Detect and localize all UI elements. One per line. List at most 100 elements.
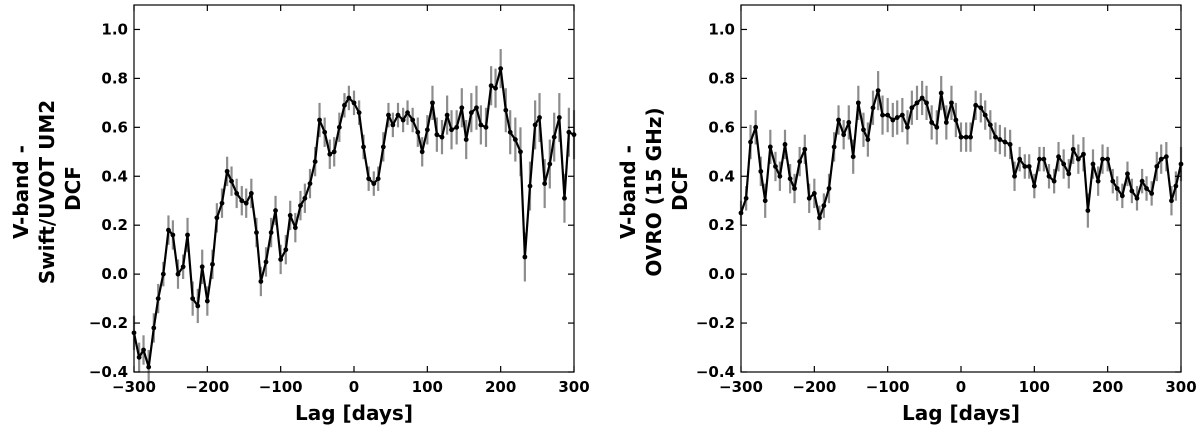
right-data-point	[773, 164, 778, 169]
right-data-point	[1056, 154, 1061, 160]
right-data-point	[1173, 183, 1179, 189]
left-y-axis-label-line-2: Swift/UVOT UM2	[35, 100, 59, 284]
left-data-point	[468, 110, 474, 116]
left-data-point	[195, 303, 201, 309]
right-data-point	[1041, 156, 1047, 162]
right-data-point	[758, 168, 764, 174]
left-axis-ticks	[133, 5, 575, 373]
right-y-tick-label: 0.4	[708, 167, 735, 185]
left-data-point	[214, 215, 220, 221]
left-data-point	[463, 137, 469, 142]
left-x-axis-label: Lag [days]	[295, 401, 413, 425]
left-y-tick-labels: −0.4 −0.2 0.0 0.2 0.4 0.6 0.8 1.0	[89, 20, 128, 381]
left-data-point	[180, 264, 186, 270]
left-data-point	[243, 200, 249, 206]
left-data-point	[474, 105, 479, 111]
left-data-point	[248, 190, 254, 196]
right-dcf-panel: −300 −200 −100 0 100 200 300 −0.4 −0.2 0.0 0.2 0.4…	[616, 4, 1197, 425]
left-data-point	[380, 144, 386, 150]
left-data-point	[327, 151, 333, 157]
left-x-tick-label: 100	[412, 378, 443, 396]
right-data-point	[1134, 195, 1140, 201]
left-data-point	[336, 124, 342, 130]
right-data-point	[958, 134, 964, 140]
left-data-point	[190, 296, 196, 301]
left-data-point	[278, 257, 284, 262]
right-data-point	[1061, 161, 1067, 167]
left-x-tick-label: 200	[485, 378, 516, 396]
right-data-point	[1081, 151, 1086, 157]
left-data-point	[375, 176, 381, 182]
right-data-point	[802, 146, 808, 152]
left-data-point	[512, 137, 518, 142]
left-data-point	[415, 129, 421, 135]
right-data-point	[806, 195, 812, 201]
left-data-point	[175, 271, 181, 277]
right-data-point	[753, 124, 759, 130]
right-data-point	[968, 134, 973, 140]
right-data-point	[1144, 186, 1149, 191]
left-data-point	[136, 354, 142, 360]
right-y-axis-label-line-1: V-band -	[616, 145, 640, 239]
right-data-point	[1007, 142, 1013, 147]
right-data-point	[767, 144, 773, 150]
right-data-point	[1051, 178, 1057, 184]
right-data-point	[885, 112, 891, 118]
right-data-point	[865, 137, 871, 142]
left-y-axis-label: V-band - Swift/UVOT UM2 DCF	[9, 93, 85, 284]
left-data-point	[430, 100, 435, 106]
right-data-point	[1154, 164, 1160, 169]
left-data-point	[400, 117, 406, 123]
left-data-point	[307, 181, 313, 187]
left-data-point	[287, 213, 293, 218]
left-data-point	[224, 168, 230, 174]
left-data-point	[258, 279, 264, 284]
right-data-point	[861, 127, 866, 133]
right-x-tick-label: 0	[956, 378, 966, 396]
right-data-point	[875, 88, 881, 94]
left-plot-frame	[133, 4, 575, 373]
right-data-point	[914, 100, 920, 106]
right-data-point	[982, 112, 988, 118]
left-data-point	[366, 176, 372, 182]
right-data-point	[1085, 208, 1091, 213]
right-y-tick-label: −0.4	[696, 363, 735, 381]
left-data-point	[151, 325, 157, 331]
left-data-point	[395, 112, 401, 118]
right-data-point	[1012, 173, 1017, 179]
left-y-axis-label-line-1: V-band -	[9, 145, 33, 239]
left-data-point	[498, 66, 504, 72]
left-data-point	[434, 132, 440, 138]
right-data-point	[841, 132, 847, 138]
right-data-point	[953, 117, 959, 123]
right-data-point	[826, 186, 832, 191]
left-data-point	[204, 298, 210, 304]
right-data-point	[1031, 183, 1037, 189]
right-y-tick-label: −0.2	[696, 314, 735, 332]
left-data-point	[493, 85, 498, 91]
right-data-point	[850, 154, 856, 160]
right-y-tick-labels: −0.4 −0.2 0.0 0.2 0.4 0.6 0.8 1.0	[696, 20, 735, 381]
left-data-point	[170, 232, 176, 238]
right-data-point	[899, 112, 905, 118]
left-data-point	[263, 259, 269, 265]
right-data-point	[855, 100, 861, 106]
left-data-point	[239, 198, 245, 204]
left-data-point	[298, 203, 303, 209]
left-data-point	[459, 105, 465, 111]
left-data-point	[254, 230, 259, 235]
right-y-tick-label: 0.0	[708, 265, 735, 283]
left-data-point	[527, 183, 533, 189]
left-data-point	[537, 115, 542, 120]
right-data-point	[797, 159, 803, 164]
right-data-point	[1022, 164, 1028, 169]
left-y-tick-label: 0.8	[101, 69, 128, 87]
left-dcf-panel: −300 −200 −100 0 100 200 300 −0.4 −0.2 0.0 0.2 0.4…	[9, 4, 590, 425]
right-data-point	[1139, 178, 1145, 184]
right-data-point	[1105, 156, 1111, 162]
right-data-point	[870, 105, 876, 111]
right-data-point	[811, 190, 817, 196]
left-data-point	[331, 149, 337, 155]
left-data-point	[547, 161, 553, 167]
